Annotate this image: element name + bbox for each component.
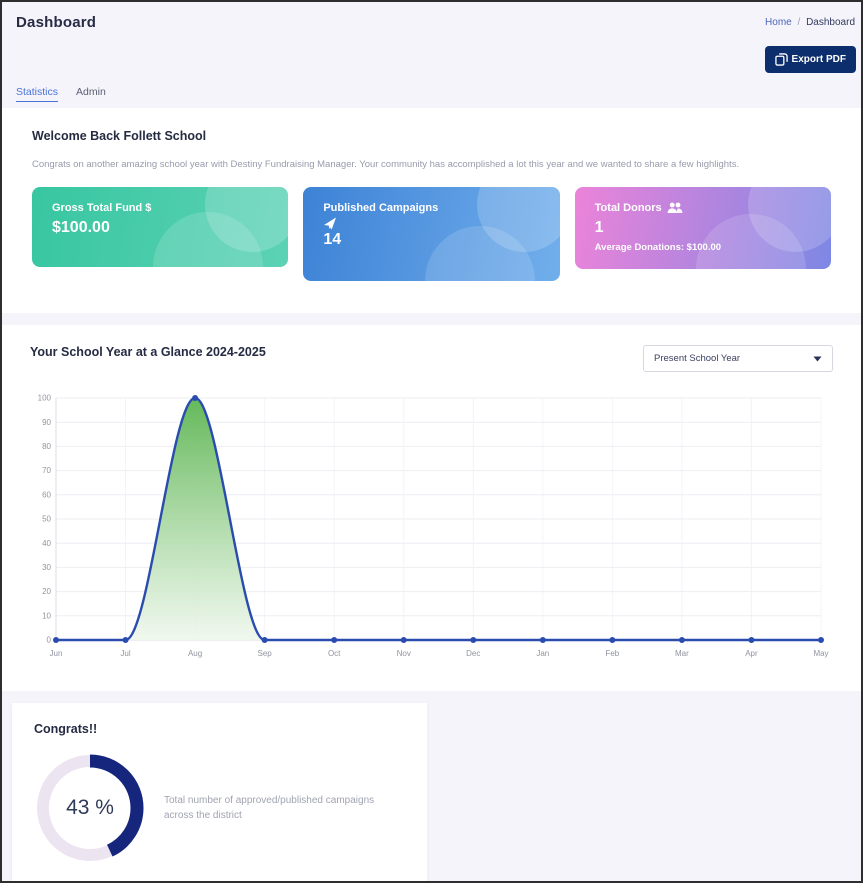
breadcrumb: Home / Dashboard: [765, 14, 855, 28]
svg-text:0: 0: [47, 636, 52, 645]
donut-arc: [36, 754, 144, 862]
glance-section: Your School Year at a Glance 2024-2025 P…: [2, 325, 861, 691]
congrats-card: Congrats!! 43 % Total number of approved…: [12, 703, 427, 881]
svg-text:70: 70: [42, 466, 51, 475]
stat-card-title: Total Donors: [595, 202, 811, 214]
breadcrumb-home-link[interactable]: Home: [765, 17, 792, 28]
tab-statistics[interactable]: Statistics: [16, 86, 59, 102]
congrats-heading: Congrats!!: [34, 722, 98, 736]
tab-admin[interactable]: Admin: [76, 86, 106, 98]
svg-text:100: 100: [38, 394, 52, 403]
congrats-content: 43 % Total number of approved/published …: [34, 752, 405, 864]
glance-header: Your School Year at a Glance 2024-2025 P…: [30, 345, 833, 372]
page-title: Dashboard: [16, 14, 97, 31]
svg-text:40: 40: [42, 539, 51, 548]
svg-text:Jul: Jul: [120, 649, 130, 658]
svg-text:Oct: Oct: [328, 649, 341, 658]
school-year-dropdown[interactable]: Present School Year: [643, 345, 833, 372]
svg-text:May: May: [813, 649, 828, 658]
welcome-message: Congrats on another amazing school year …: [32, 159, 740, 170]
welcome-section: Welcome Back Follett School Congrats on …: [2, 108, 861, 313]
svg-text:Mar: Mar: [675, 649, 689, 658]
svg-text:20: 20: [42, 587, 51, 596]
stat-card-published-campaigns: Published Campaigns 14: [303, 187, 560, 281]
stat-card-title: Published Campaigns: [323, 202, 439, 214]
stat-card-gross-total-fund: Gross Total Fund $ $100.00: [32, 187, 289, 267]
rocket-icon: [323, 217, 539, 230]
glance-chart-svg: 0 10 20 30 40 50 60 70 80 90 100 Jun Jul Aug Sep Oct Nov…: [38, 394, 829, 658]
svg-text:10: 10: [42, 611, 51, 620]
school-year-dropdown-value: Present School Year: [654, 353, 741, 364]
congrats-description: Total number of approved/published campa…: [164, 794, 375, 822]
users-icon: [667, 202, 683, 214]
svg-text:80: 80: [42, 442, 51, 451]
breadcrumb-current: Dashboard: [806, 17, 855, 28]
glance-heading: Your School Year at a Glance 2024-2025: [30, 345, 266, 359]
percent-donut-chart: 43 %: [34, 752, 146, 864]
donut-percent-label: 43 %: [66, 796, 114, 819]
svg-text:90: 90: [42, 418, 51, 427]
stat-card-title-text: Total Donors: [594, 202, 662, 214]
stat-cards-row: Gross Total Fund $ $100.00 Published Cam…: [32, 187, 831, 281]
svg-text:60: 60: [42, 490, 51, 499]
stat-card-value: 1: [594, 219, 604, 236]
toolbar: Export PDF: [2, 46, 861, 73]
chevron-down-icon: [813, 356, 822, 362]
svg-text:Jan: Jan: [536, 649, 549, 658]
stat-card-value: 14: [323, 231, 342, 248]
svg-text:Apr: Apr: [745, 649, 758, 658]
stat-card-title: Gross Total Fund $: [52, 202, 152, 214]
page-header: Dashboard Home / Dashboard: [2, 2, 861, 31]
svg-text:Jun: Jun: [50, 649, 63, 658]
export-pdf-button[interactable]: Export PDF: [764, 46, 856, 73]
tab-bar: Statistics Admin: [2, 86, 861, 102]
svg-text:30: 30: [42, 563, 51, 572]
svg-text:Aug: Aug: [188, 649, 202, 658]
glance-area-chart: 0 10 20 30 40 50 60 70 80 90 100 Jun Jul Aug Sep Oct Nov…: [30, 392, 833, 669]
stat-card-total-donors: Total Donors 1 Average Donations: $100.0…: [574, 187, 831, 269]
welcome-heading: Welcome Back Follett School: [32, 129, 207, 143]
export-pdf-label: Export PDF: [791, 54, 846, 65]
export-pdf-icon: [774, 53, 788, 66]
stat-card-value: $100.00: [52, 219, 110, 236]
svg-text:Dec: Dec: [466, 649, 480, 658]
svg-text:Nov: Nov: [397, 649, 411, 658]
svg-text:Feb: Feb: [605, 649, 619, 658]
svg-text:50: 50: [42, 515, 51, 524]
breadcrumb-separator: /: [797, 17, 801, 28]
svg-text:Sep: Sep: [258, 649, 273, 658]
stat-card-subtext: Average Donations: $100.00: [594, 242, 722, 253]
